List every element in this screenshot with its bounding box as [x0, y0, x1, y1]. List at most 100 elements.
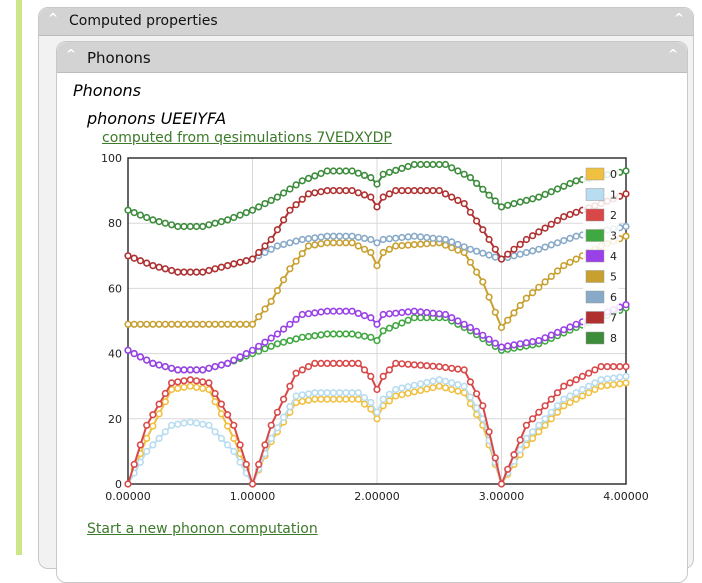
data-point-7: [417, 187, 425, 195]
data-point-0: [199, 384, 207, 393]
data-point-5: [566, 258, 574, 266]
collapse-chevron-icon[interactable]: ^: [673, 11, 684, 25]
data-point-3: [367, 333, 375, 341]
x-tick-label: 0.00000: [105, 490, 151, 503]
data-point-5: [547, 272, 555, 281]
data-point-1: [535, 421, 543, 429]
inner-panel-title: Phonons: [87, 49, 151, 67]
data-point-1: [211, 428, 219, 436]
data-point-6: [553, 239, 562, 247]
data-point-2: [311, 359, 319, 368]
data-point-5: [460, 248, 468, 257]
data-point-5: [423, 240, 431, 248]
data-point-4: [280, 325, 288, 333]
data-point-4: [261, 338, 269, 346]
data-point-2: [522, 421, 531, 429]
data-point-3: [292, 335, 300, 343]
data-point-7: [236, 258, 244, 266]
data-point-7: [547, 220, 555, 228]
data-point-5: [168, 320, 176, 328]
data-point-0: [155, 410, 163, 418]
data-point-4: [491, 339, 499, 347]
data-point-1: [528, 428, 537, 436]
data-point-0: [161, 398, 169, 406]
data-point-1: [392, 385, 400, 394]
data-point-0: [435, 382, 443, 390]
data-point-0: [441, 384, 450, 392]
data-point-0: [560, 402, 568, 410]
data-point-8: [379, 170, 387, 178]
data-point-1: [373, 408, 381, 416]
data-point-8: [417, 160, 425, 169]
collapse-chevron-icon[interactable]: ^: [667, 47, 678, 61]
start-phonon-computation-link[interactable]: Start a new phonon computation: [87, 521, 318, 537]
data-point-2: [149, 411, 157, 419]
data-point-2: [423, 362, 431, 370]
data-point-6: [460, 243, 468, 251]
data-point-4: [547, 331, 555, 339]
data-point-0: [423, 385, 431, 393]
data-point-0: [329, 395, 338, 403]
data-point-7: [504, 250, 512, 258]
data-point-2: [417, 361, 425, 369]
data-point-8: [342, 167, 350, 175]
panel-title: Computed properties: [69, 13, 218, 29]
data-point-1: [280, 413, 288, 421]
data-point-6: [510, 252, 518, 260]
data-point-4: [441, 310, 450, 319]
data-point-4: [553, 328, 562, 337]
data-point-0: [149, 422, 157, 430]
phonons-header[interactable]: ^ Phonons ^: [57, 42, 687, 73]
data-point-4: [273, 330, 282, 338]
data-point-4: [404, 308, 412, 316]
data-point-6: [379, 235, 387, 244]
data-point-1: [516, 446, 524, 454]
data-point-5: [385, 245, 394, 253]
data-point-8: [255, 203, 263, 211]
legend-swatch-0: [585, 167, 605, 181]
data-point-7: [136, 257, 144, 265]
data-point-5: [230, 320, 238, 328]
data-point-0: [454, 387, 462, 395]
data-point-7: [423, 187, 431, 195]
data-point-2: [485, 428, 493, 436]
data-point-1: [417, 380, 425, 388]
data-point-8: [566, 179, 574, 188]
data-point-6: [323, 232, 331, 240]
data-point-8: [248, 206, 257, 214]
data-point-5: [417, 240, 425, 248]
data-point-2: [255, 460, 263, 469]
data-point-8: [174, 222, 182, 231]
data-point-2: [553, 389, 562, 397]
data-point-4: [392, 309, 400, 317]
legend-swatch-4: [585, 249, 605, 263]
data-point-6: [410, 232, 418, 240]
data-point-7: [323, 187, 331, 195]
data-point-7: [572, 208, 580, 216]
data-point-1: [174, 420, 182, 428]
data-point-6: [417, 233, 425, 241]
data-point-7: [541, 224, 549, 232]
data-point-3: [392, 322, 400, 330]
collapse-chevron-icon[interactable]: ^: [66, 47, 77, 61]
data-point-4: [448, 314, 456, 322]
data-point-2: [348, 359, 356, 368]
data-point-8: [385, 168, 394, 176]
data-point-8: [192, 222, 201, 231]
data-point-2: [460, 366, 468, 374]
data-point-2: [136, 441, 144, 449]
y-tick-label: 20: [108, 413, 122, 426]
data-point-3: [373, 337, 381, 345]
computed-properties-header[interactable]: ^ Computed properties ^: [39, 8, 693, 36]
data-point-1: [591, 379, 599, 387]
data-point-1: [155, 434, 163, 443]
data-point-4: [186, 366, 194, 374]
data-point-4: [528, 338, 537, 346]
collapse-chevron-icon[interactable]: ^: [48, 11, 59, 25]
data-point-8: [404, 162, 412, 171]
computed-from-link[interactable]: computed from qesimulations 7VEDXYDP: [102, 130, 392, 146]
data-point-2: [591, 366, 599, 374]
data-point-2: [155, 400, 163, 408]
data-point-1: [323, 389, 331, 397]
x-tick-label: 1.00000: [230, 490, 276, 503]
